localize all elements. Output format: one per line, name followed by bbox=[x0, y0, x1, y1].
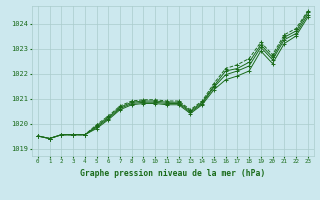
X-axis label: Graphe pression niveau de la mer (hPa): Graphe pression niveau de la mer (hPa) bbox=[80, 169, 265, 178]
